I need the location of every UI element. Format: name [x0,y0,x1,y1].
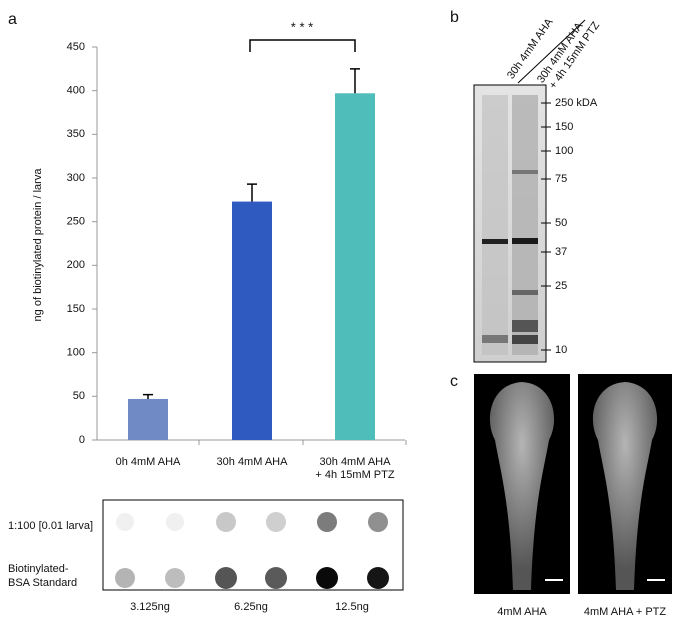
band [482,335,508,343]
larva [489,382,555,590]
dot [265,567,287,589]
image-label: 4mM AHA + PTZ [584,606,666,618]
dot [266,512,286,532]
marker-label: 150 [555,121,573,133]
dot [166,513,184,531]
lane [482,95,508,355]
dot [115,568,135,588]
bar [232,201,272,440]
blot-bands [482,95,538,355]
dot [116,513,134,531]
marker-label: 25 [555,280,567,292]
y-tick-label: 100 [67,347,85,359]
y-tick-label: 450 [67,41,85,53]
y-tick-label: 50 [73,390,85,402]
dot [316,567,338,589]
bar [128,398,168,440]
lane-divider [517,19,586,84]
bar [335,93,375,440]
y-axis-label: ng of biotinylated protein / larva [32,168,44,322]
dot-row-label: BSA Standard [8,577,77,589]
band [512,170,538,174]
marker-label: 100 [555,145,573,157]
marker-label: 250 kDA [555,97,598,109]
dot [165,568,185,588]
dot-blot-frame [102,499,404,591]
y-tick-label: 350 [67,128,85,140]
y-tick-label: 300 [67,172,85,184]
marker-label: 75 [555,173,567,185]
marker-label: 10 [555,344,567,356]
error-bar [247,183,257,202]
panel-label: a [8,11,17,28]
marker-label: 37 [555,246,567,258]
dot [317,512,337,532]
x-tick-label: 0h 4mM AHA [116,456,181,468]
dot-column-label: 12.5ng [335,601,369,613]
dot [368,512,388,532]
dot [215,567,237,589]
y-tick-label: 400 [67,85,85,97]
marker-label: 50 [555,217,567,229]
y-tick-label: 150 [67,303,85,315]
larva [592,382,658,590]
error-bar [350,68,360,94]
image-label: 4mM AHA [497,606,547,618]
band [512,290,538,295]
x-tick-label: + 4h 15mM PTZ [315,469,394,481]
significance-bracket [249,39,356,52]
dot-row-label: 1:100 [0.01 larva] [8,520,93,532]
error-bar [143,393,153,399]
dot-column-label: 6.25ng [234,601,268,613]
y-tick-label: 200 [67,259,85,271]
dot-row-label: Biotinylated- [8,563,69,575]
band [512,335,538,344]
lane [512,95,538,355]
dot-column-label: 3.125ng [130,601,170,613]
panel-label: b [450,9,459,26]
x-tick-label: 30h 4mM AHA [320,456,392,468]
significance-annotation: * * * [291,19,313,34]
dot-blot-dots [115,512,389,589]
band [512,238,538,244]
band [482,239,508,244]
band [512,320,538,332]
dot [367,567,389,589]
y-tick-label: 0 [79,434,85,446]
dot [216,512,236,532]
y-tick-label: 250 [67,216,85,228]
x-tick-label: 30h 4mM AHA [217,456,289,468]
panel-label: c [450,373,458,390]
